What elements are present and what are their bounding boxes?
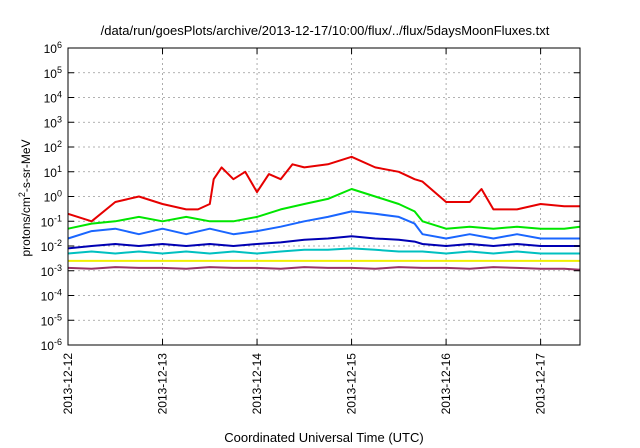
- y-tick-base: 10: [41, 240, 55, 254]
- y-tick-label: 10-6: [41, 337, 62, 353]
- y-tick-exp: -4: [54, 288, 62, 298]
- y-tick-exp: -5: [54, 312, 62, 322]
- y-tick-base: 10: [41, 265, 55, 279]
- series-line: [67, 235, 580, 250]
- y-tick-label: 106: [44, 40, 62, 56]
- y-tick-exp: -2: [54, 238, 62, 248]
- x-tick-label: 2013-12-13: [156, 353, 170, 415]
- series-line: [67, 188, 581, 230]
- chart-title: /data/run/goesPlots/archive/2013-12-17/1…: [101, 23, 550, 38]
- y-tick-exp: 1: [57, 164, 62, 174]
- y-tick-base: 10: [44, 141, 58, 155]
- x-tick-label: 2013-12-16: [439, 353, 453, 415]
- y-tick-base: 10: [44, 67, 58, 81]
- grid: [68, 48, 580, 345]
- y-tick-base: 10: [41, 290, 55, 304]
- y-tick-exp: 6: [57, 40, 62, 50]
- y-tick-exp: 3: [57, 114, 62, 124]
- y-tick-label: 10-3: [41, 263, 62, 279]
- y-tick-label: 102: [44, 139, 62, 155]
- y-tick-exp: -6: [54, 337, 62, 347]
- y-tick-exp: 0: [57, 189, 62, 199]
- y-tick-label: 10-4: [41, 288, 62, 304]
- y-tick-label: 10-5: [41, 312, 62, 328]
- y-axis-label-sup: 2: [17, 192, 27, 197]
- y-tick-label: 100: [44, 189, 62, 205]
- y-tick-exp: 2: [57, 139, 62, 149]
- y-axis-label-rest: -s-sr-MeV: [19, 139, 33, 192]
- y-tick-label: 103: [44, 114, 62, 130]
- y-tick-base: 10: [41, 314, 55, 328]
- y-tick-exp: -3: [54, 263, 62, 273]
- y-tick-label: 105: [44, 65, 62, 81]
- x-tick-label: 2013-12-17: [534, 353, 548, 415]
- y-tick-base: 10: [41, 339, 55, 353]
- x-axis-label: Coordinated Universal Time (UTC): [224, 430, 423, 445]
- y-tick-base: 10: [44, 42, 58, 56]
- y-tick-exp: 4: [57, 90, 62, 100]
- series-line: [67, 210, 580, 240]
- x-ticks: 2013-12-12 2013-12-13 2013-12-14 2013-12-15…: [61, 48, 548, 414]
- y-tick-label: 101: [44, 164, 62, 180]
- y-ticks: 10-610-510-410-310-210-11001011021031041…: [41, 40, 580, 353]
- y-tick-base: 10: [44, 92, 58, 106]
- y-tick-base: 10: [44, 191, 58, 205]
- series-line: [67, 247, 580, 255]
- x-tick-label: 2013-12-12: [61, 353, 75, 415]
- y-tick-label: 104: [44, 90, 62, 106]
- y-axis-label: protons/cm2-s-sr-MeV: [17, 139, 33, 256]
- y-axis-label-base: protons/cm: [19, 197, 33, 256]
- y-tick-exp: 5: [57, 65, 62, 75]
- series-line: [67, 266, 581, 271]
- x-tick-label: 2013-12-15: [345, 353, 359, 415]
- x-tick-label: 2013-12-14: [250, 353, 264, 415]
- y-tick-base: 10: [44, 116, 58, 130]
- y-tick-label: 10-2: [41, 238, 62, 254]
- y-tick-exp: -1: [54, 213, 62, 223]
- y-tick-label: 10-1: [41, 213, 62, 229]
- series-group: [67, 155, 581, 271]
- series-line: [67, 155, 580, 223]
- y-tick-base: 10: [44, 166, 58, 180]
- y-tick-base: 10: [41, 215, 55, 229]
